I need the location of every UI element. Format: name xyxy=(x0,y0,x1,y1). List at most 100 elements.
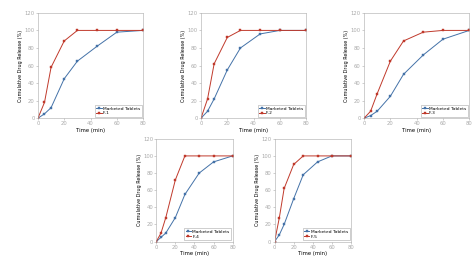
Marketed Tablets xyxy=(211,97,217,100)
F-5 xyxy=(291,163,297,166)
Legend: Marketed Tablets, F-2: Marketed Tablets, F-2 xyxy=(258,105,305,117)
Y-axis label: Cumulative Drug Release (%): Cumulative Drug Release (%) xyxy=(18,30,23,102)
Marketed Tablets xyxy=(277,29,283,32)
F-3 xyxy=(466,29,472,32)
Marketed Tablets xyxy=(388,95,393,98)
X-axis label: Time (min): Time (min) xyxy=(298,251,328,256)
F-3 xyxy=(374,92,380,95)
Marketed Tablets xyxy=(303,29,309,32)
F-5 xyxy=(348,154,354,158)
Marketed Tablets xyxy=(374,110,380,113)
Marketed Tablets xyxy=(42,112,47,115)
Marketed Tablets xyxy=(401,73,406,76)
Y-axis label: Cumulative Drug Release (%): Cumulative Drug Release (%) xyxy=(181,30,186,102)
Line: F-4: F-4 xyxy=(155,155,234,243)
X-axis label: Time (min): Time (min) xyxy=(239,128,268,133)
Marketed Tablets xyxy=(420,53,426,57)
F-1 xyxy=(114,29,119,32)
Legend: Marketed Tablets, F-4: Marketed Tablets, F-4 xyxy=(184,228,231,240)
F-3 xyxy=(440,29,446,32)
F-1 xyxy=(140,29,146,32)
Marketed Tablets xyxy=(466,29,472,32)
Legend: Marketed Tablets, F-3: Marketed Tablets, F-3 xyxy=(421,105,468,117)
Marketed Tablets xyxy=(140,29,146,32)
Legend: Marketed Tablets, F-5: Marketed Tablets, F-5 xyxy=(302,228,350,240)
Marketed Tablets xyxy=(329,154,335,158)
F-3 xyxy=(368,110,374,113)
Marketed Tablets xyxy=(154,240,159,243)
F-4 xyxy=(173,178,178,181)
Marketed Tablets xyxy=(348,154,354,158)
F-1 xyxy=(61,39,67,42)
Marketed Tablets xyxy=(225,68,230,71)
Line: F-5: F-5 xyxy=(273,155,352,243)
Marketed Tablets xyxy=(315,160,320,163)
F-2 xyxy=(303,29,309,32)
Marketed Tablets xyxy=(48,106,54,109)
F-4 xyxy=(182,154,188,158)
Marketed Tablets xyxy=(230,154,236,158)
F-5 xyxy=(281,187,287,190)
Marketed Tablets xyxy=(198,117,204,120)
Marketed Tablets xyxy=(276,233,282,236)
Marketed Tablets xyxy=(74,60,80,63)
F-2 xyxy=(205,97,210,100)
F-3 xyxy=(388,60,393,63)
F-3 xyxy=(420,31,426,34)
F-4 xyxy=(230,154,236,158)
Marketed Tablets xyxy=(237,47,243,50)
Marketed Tablets xyxy=(196,171,202,175)
Line: F-2: F-2 xyxy=(200,29,308,120)
Marketed Tablets xyxy=(281,223,287,226)
F-4 xyxy=(163,216,169,219)
Marketed Tablets xyxy=(361,117,367,120)
F-2 xyxy=(237,29,243,32)
Marketed Tablets xyxy=(440,38,446,41)
Line: Marketed Tablets: Marketed Tablets xyxy=(36,29,145,120)
F-5 xyxy=(276,216,282,219)
Line: Marketed Tablets: Marketed Tablets xyxy=(155,155,234,243)
Marketed Tablets xyxy=(301,173,306,176)
Y-axis label: Cumulative Drug Release (%): Cumulative Drug Release (%) xyxy=(255,154,260,226)
F-1 xyxy=(94,29,100,32)
Marketed Tablets xyxy=(35,117,41,120)
Marketed Tablets xyxy=(173,216,178,219)
Y-axis label: Cumulative Drug Release (%): Cumulative Drug Release (%) xyxy=(344,30,349,102)
F-2 xyxy=(211,62,217,65)
F-3 xyxy=(401,39,406,42)
Line: Marketed Tablets: Marketed Tablets xyxy=(363,29,471,120)
Marketed Tablets xyxy=(205,110,210,113)
X-axis label: Time (min): Time (min) xyxy=(76,128,105,133)
F-1 xyxy=(35,117,41,120)
F-5 xyxy=(329,154,335,158)
F-5 xyxy=(301,154,306,158)
Y-axis label: Cumulative Drug Release (%): Cumulative Drug Release (%) xyxy=(137,154,142,226)
Marketed Tablets xyxy=(291,197,297,200)
Marketed Tablets xyxy=(61,77,67,80)
Marketed Tablets xyxy=(182,193,188,196)
Marketed Tablets xyxy=(114,31,119,34)
Marketed Tablets xyxy=(210,160,216,163)
Marketed Tablets xyxy=(272,240,277,243)
F-2 xyxy=(257,29,263,32)
F-1 xyxy=(74,29,80,32)
Marketed Tablets xyxy=(368,114,374,117)
F-1 xyxy=(48,66,54,69)
Line: Marketed Tablets: Marketed Tablets xyxy=(200,29,308,120)
F-4 xyxy=(210,154,216,158)
Line: F-1: F-1 xyxy=(36,29,145,120)
Marketed Tablets xyxy=(94,45,100,48)
X-axis label: Time (min): Time (min) xyxy=(180,251,209,256)
Line: Marketed Tablets: Marketed Tablets xyxy=(273,155,352,243)
F-1 xyxy=(42,101,47,104)
F-4 xyxy=(196,154,202,158)
Legend: Marketed Tablets, F-1: Marketed Tablets, F-1 xyxy=(95,105,142,117)
Marketed Tablets xyxy=(163,232,169,235)
F-2 xyxy=(198,117,204,120)
F-5 xyxy=(272,240,277,243)
F-5 xyxy=(315,154,320,158)
X-axis label: Time (min): Time (min) xyxy=(402,128,431,133)
F-4 xyxy=(158,232,164,235)
Line: F-3: F-3 xyxy=(363,29,471,120)
Marketed Tablets xyxy=(257,32,263,35)
